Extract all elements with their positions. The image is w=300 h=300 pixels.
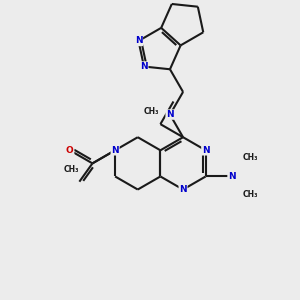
Text: CH₃: CH₃ [144,107,159,116]
Text: O: O [66,146,74,155]
Text: N: N [179,185,187,194]
Text: CH₃: CH₃ [243,190,258,200]
Text: N: N [228,172,236,181]
Text: N: N [140,62,148,71]
Text: N: N [111,146,119,155]
Text: CH₃: CH₃ [64,165,79,174]
Text: CH₃: CH₃ [243,154,258,163]
Text: N: N [135,36,142,45]
Text: N: N [202,146,209,155]
Text: N: N [166,110,174,119]
